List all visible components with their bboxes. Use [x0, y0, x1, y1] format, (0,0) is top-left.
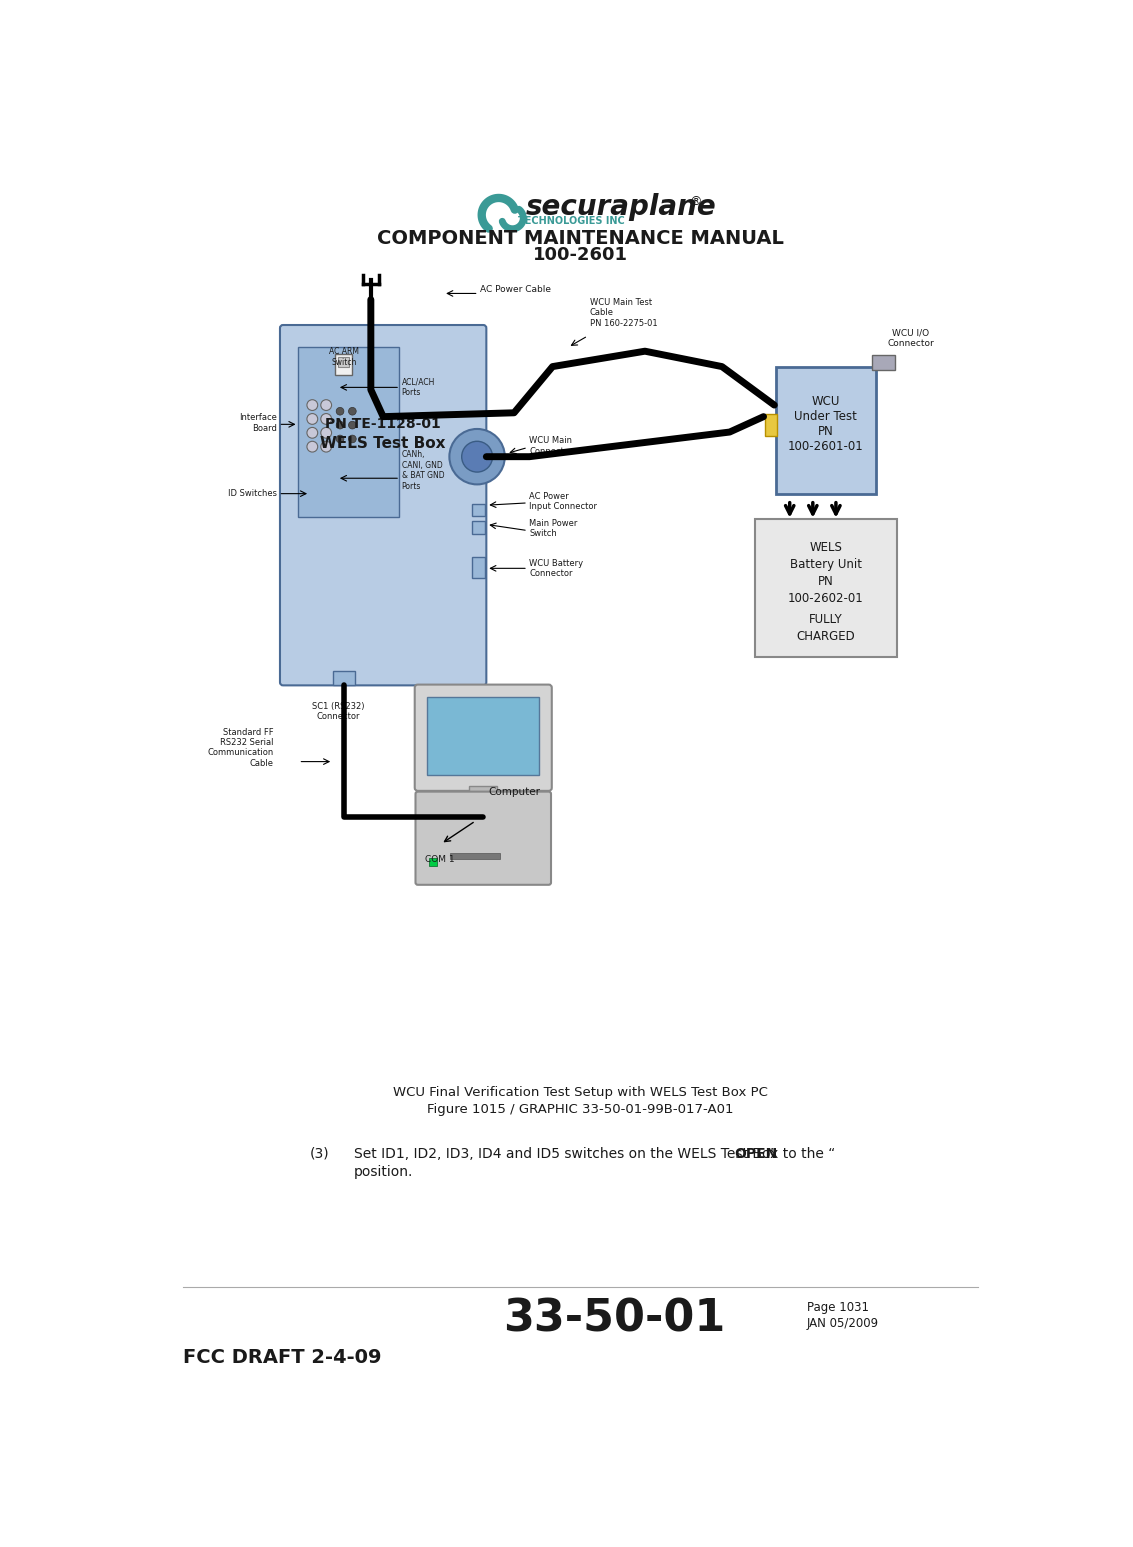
Text: Standard FF
RS232 Serial
Communication
Cable: Standard FF RS232 Serial Communication C…: [207, 727, 274, 767]
Text: Main Power
Switch: Main Power Switch: [529, 518, 578, 538]
Circle shape: [307, 441, 317, 452]
Text: Interface
Board: Interface Board: [239, 413, 276, 433]
Text: AC Power
Input Connector: AC Power Input Connector: [529, 492, 597, 511]
Text: WELS
Battery Unit
PN
100-2602-01: WELS Battery Unit PN 100-2602-01: [789, 541, 863, 605]
Circle shape: [349, 407, 356, 415]
Text: Set ID1, ID2, ID3, ID4 and ID5 switches on the WELS Test Box to the “: Set ID1, ID2, ID3, ID4 and ID5 switches …: [353, 1146, 835, 1160]
Circle shape: [321, 413, 332, 424]
Bar: [427, 696, 539, 775]
Text: PN TE-1128-01: PN TE-1128-01: [325, 418, 441, 432]
Circle shape: [337, 421, 344, 429]
Bar: [335, 354, 352, 374]
Bar: [472, 504, 485, 517]
Text: (3): (3): [310, 1146, 330, 1160]
Circle shape: [307, 413, 317, 424]
Text: OPEN: OPEN: [734, 1146, 777, 1160]
Text: JAN 05/2009: JAN 05/2009: [807, 1316, 879, 1330]
Circle shape: [349, 435, 356, 442]
Text: ACL/ACH
Ports: ACL/ACH Ports: [401, 377, 435, 398]
Text: WELS Test Box: WELS Test Box: [321, 436, 446, 452]
Circle shape: [349, 421, 356, 429]
Bar: [450, 854, 500, 860]
Text: Page 1031: Page 1031: [807, 1301, 869, 1313]
Text: FULLY
CHARGED: FULLY CHARGED: [796, 614, 855, 644]
Text: WCU Main
Connector: WCU Main Connector: [529, 436, 573, 456]
Text: TECHNOLOGIES INC: TECHNOLOGIES INC: [519, 217, 625, 226]
FancyBboxPatch shape: [755, 520, 896, 657]
Bar: [472, 557, 485, 579]
Bar: [472, 521, 485, 534]
Text: CANh,
CANI, GND
& BAT GND
Ports: CANh, CANI, GND & BAT GND Ports: [401, 450, 444, 490]
Text: WCU Final Verification Test Setup with WELS Test Box PC: WCU Final Verification Test Setup with W…: [393, 1086, 768, 1100]
Circle shape: [337, 435, 344, 442]
FancyBboxPatch shape: [416, 792, 551, 885]
Text: 100-2601: 100-2601: [533, 246, 628, 265]
Text: WCU Main Test
Cable
PN 160-2275-01: WCU Main Test Cable PN 160-2275-01: [589, 297, 657, 328]
Text: ”: ”: [767, 1146, 774, 1160]
FancyBboxPatch shape: [776, 367, 876, 493]
Bar: [469, 786, 497, 794]
Text: Figure 1015 / GRAPHIC 33-50-01-99B-017-A01: Figure 1015 / GRAPHIC 33-50-01-99B-017-A…: [427, 1103, 733, 1115]
Circle shape: [321, 427, 332, 438]
Text: WCU Battery
Connector: WCU Battery Connector: [529, 558, 583, 579]
Text: position.: position.: [353, 1165, 414, 1179]
Text: ®: ®: [690, 195, 702, 207]
Circle shape: [321, 399, 332, 410]
Bar: [765, 415, 777, 436]
Text: COM 1: COM 1: [425, 855, 454, 863]
Circle shape: [307, 427, 317, 438]
Bar: [872, 356, 895, 370]
Text: securaplane: securaplane: [526, 193, 716, 221]
Text: WCU
Under Test
PN
100-2601-01: WCU Under Test PN 100-2601-01: [789, 396, 863, 453]
Bar: [428, 859, 437, 866]
FancyBboxPatch shape: [280, 325, 486, 685]
Text: ID Switches: ID Switches: [228, 489, 276, 498]
Circle shape: [450, 429, 505, 484]
Text: WCU I/O
Connector: WCU I/O Connector: [887, 328, 934, 348]
Text: SC1 (RS232)
Connector: SC1 (RS232) Connector: [313, 701, 365, 721]
Text: AC ARM
Switch: AC ARM Switch: [329, 348, 359, 367]
Circle shape: [321, 441, 332, 452]
FancyBboxPatch shape: [298, 348, 399, 517]
Bar: [333, 671, 355, 685]
Circle shape: [307, 399, 317, 410]
Bar: [339, 356, 349, 367]
Text: AC Power Cable: AC Power Cable: [480, 285, 551, 294]
Text: Computer: Computer: [488, 786, 540, 797]
Text: 33-50-01: 33-50-01: [503, 1298, 725, 1341]
Circle shape: [337, 407, 344, 415]
Text: FCC DRAFT 2-4-09: FCC DRAFT 2-4-09: [182, 1347, 382, 1368]
Circle shape: [462, 441, 493, 472]
FancyBboxPatch shape: [415, 685, 552, 791]
Text: COMPONENT MAINTENANCE MANUAL: COMPONENT MAINTENANCE MANUAL: [377, 229, 784, 248]
